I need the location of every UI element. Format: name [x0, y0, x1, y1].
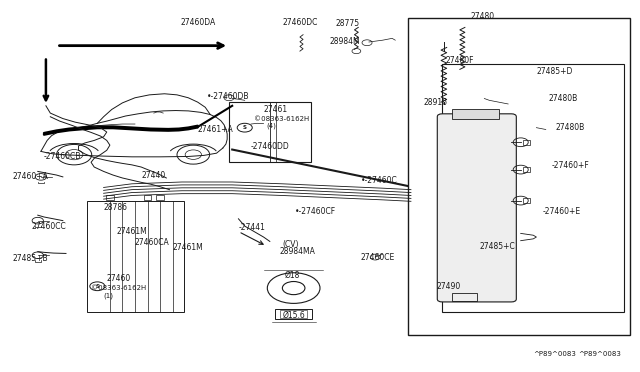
- Text: 27461+A: 27461+A: [198, 125, 234, 134]
- Text: 27460CE: 27460CE: [361, 253, 395, 262]
- Bar: [523, 198, 530, 203]
- Text: S: S: [243, 125, 247, 130]
- FancyBboxPatch shape: [437, 114, 516, 302]
- Circle shape: [237, 123, 252, 132]
- Bar: [280, 310, 307, 318]
- Bar: [229, 102, 310, 162]
- Text: •-27460CF: •-27460CF: [295, 207, 336, 216]
- Text: (4): (4): [267, 123, 276, 129]
- Text: ^P89^0083: ^P89^0083: [533, 352, 576, 357]
- Bar: [452, 293, 477, 301]
- Bar: [442, 64, 624, 312]
- Bar: [106, 195, 114, 200]
- Text: 28916: 28916: [424, 98, 447, 107]
- Text: S: S: [95, 284, 99, 289]
- Text: ^P89^0083: ^P89^0083: [578, 351, 621, 357]
- Text: ©08363-6162H: ©08363-6162H: [254, 116, 309, 122]
- Text: •-27460DB: •-27460DB: [207, 92, 250, 101]
- Text: 27460CC: 27460CC: [31, 222, 66, 231]
- Text: 27461: 27461: [264, 105, 287, 114]
- Bar: [452, 109, 499, 119]
- Text: 27440: 27440: [142, 171, 166, 180]
- Text: 27480F: 27480F: [445, 56, 474, 65]
- Bar: [144, 195, 151, 200]
- Text: (CV): (CV): [282, 240, 299, 249]
- Text: 27460DA: 27460DA: [180, 18, 216, 27]
- Text: 28984M: 28984M: [330, 38, 360, 46]
- Text: 27480B: 27480B: [549, 94, 578, 103]
- Bar: [86, 201, 184, 312]
- Circle shape: [90, 282, 105, 291]
- Text: -27441: -27441: [239, 224, 266, 232]
- Bar: [275, 309, 312, 319]
- Text: 27485+D: 27485+D: [536, 67, 573, 76]
- Text: 27460CA: 27460CA: [135, 238, 170, 247]
- Text: -27460DD: -27460DD: [251, 142, 290, 151]
- Text: 27461M: 27461M: [173, 244, 204, 253]
- Text: Ø18: Ø18: [285, 271, 300, 280]
- Bar: [523, 140, 530, 145]
- Text: 27460DC: 27460DC: [282, 18, 317, 27]
- Text: (1): (1): [104, 292, 114, 299]
- Bar: [523, 167, 530, 172]
- Text: -27460+F: -27460+F: [552, 161, 590, 170]
- Text: •-27460C: •-27460C: [361, 176, 397, 185]
- Text: -27460+E: -27460+E: [543, 207, 580, 216]
- Text: ©08363-6162H: ©08363-6162H: [91, 285, 147, 291]
- Text: 27485+B: 27485+B: [13, 254, 48, 263]
- Text: 28984MA: 28984MA: [279, 247, 315, 256]
- Text: Ø15.6: Ø15.6: [282, 311, 305, 320]
- Text: -27460CB: -27460CB: [44, 153, 81, 161]
- Text: 27480B: 27480B: [556, 123, 584, 132]
- Text: 27490: 27490: [436, 282, 460, 291]
- Text: 27460: 27460: [107, 275, 131, 283]
- Bar: [408, 18, 630, 336]
- Bar: [156, 195, 164, 200]
- Text: 27461M: 27461M: [116, 227, 147, 236]
- Text: 27460+A: 27460+A: [13, 172, 49, 182]
- Text: 28775: 28775: [336, 19, 360, 28]
- Text: 28786: 28786: [104, 203, 127, 212]
- Text: 27485+C: 27485+C: [480, 242, 516, 251]
- Text: 27480: 27480: [470, 12, 495, 21]
